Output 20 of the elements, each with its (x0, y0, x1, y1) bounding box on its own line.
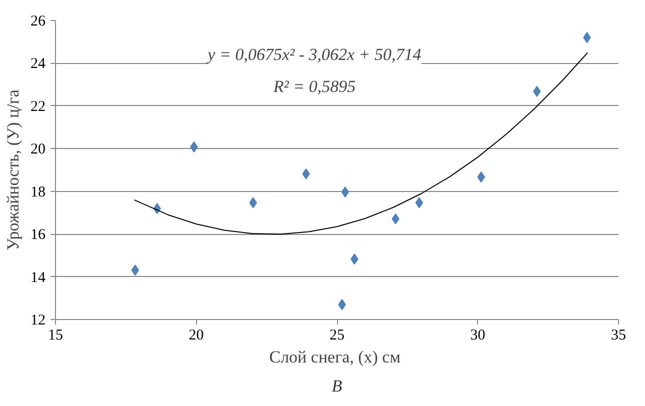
text: В (332, 376, 343, 396)
x-tick-label: 35 (611, 328, 626, 344)
y-tick-label: 22 (30, 98, 46, 115)
annotation: y = 0,0675x² - 3,062x + 50,714 (206, 45, 422, 64)
x-tick-label: 15 (48, 328, 63, 344)
y-tick-label: 26 (30, 14, 46, 30)
x-tick-label: 30 (470, 328, 486, 344)
y-tick-label: 14 (30, 270, 46, 286)
y-tick-label: 16 (30, 227, 46, 244)
point (415, 197, 424, 208)
point (341, 186, 349, 198)
y-tick-label: 12 (30, 312, 46, 328)
x-tick-label: 25 (330, 328, 344, 344)
y-tick-label: 24 (30, 56, 46, 72)
y-tick-label: 20 (30, 142, 46, 158)
x-axis-title: Слой снега, (x) см (269, 348, 401, 366)
y-axis-title: Урожайность, (У) ц/га (4, 89, 22, 250)
y-tick-label: 18 (30, 184, 46, 200)
x-tick-label: 20 (188, 328, 204, 344)
annotation: R² = 0,5895 (272, 77, 356, 96)
